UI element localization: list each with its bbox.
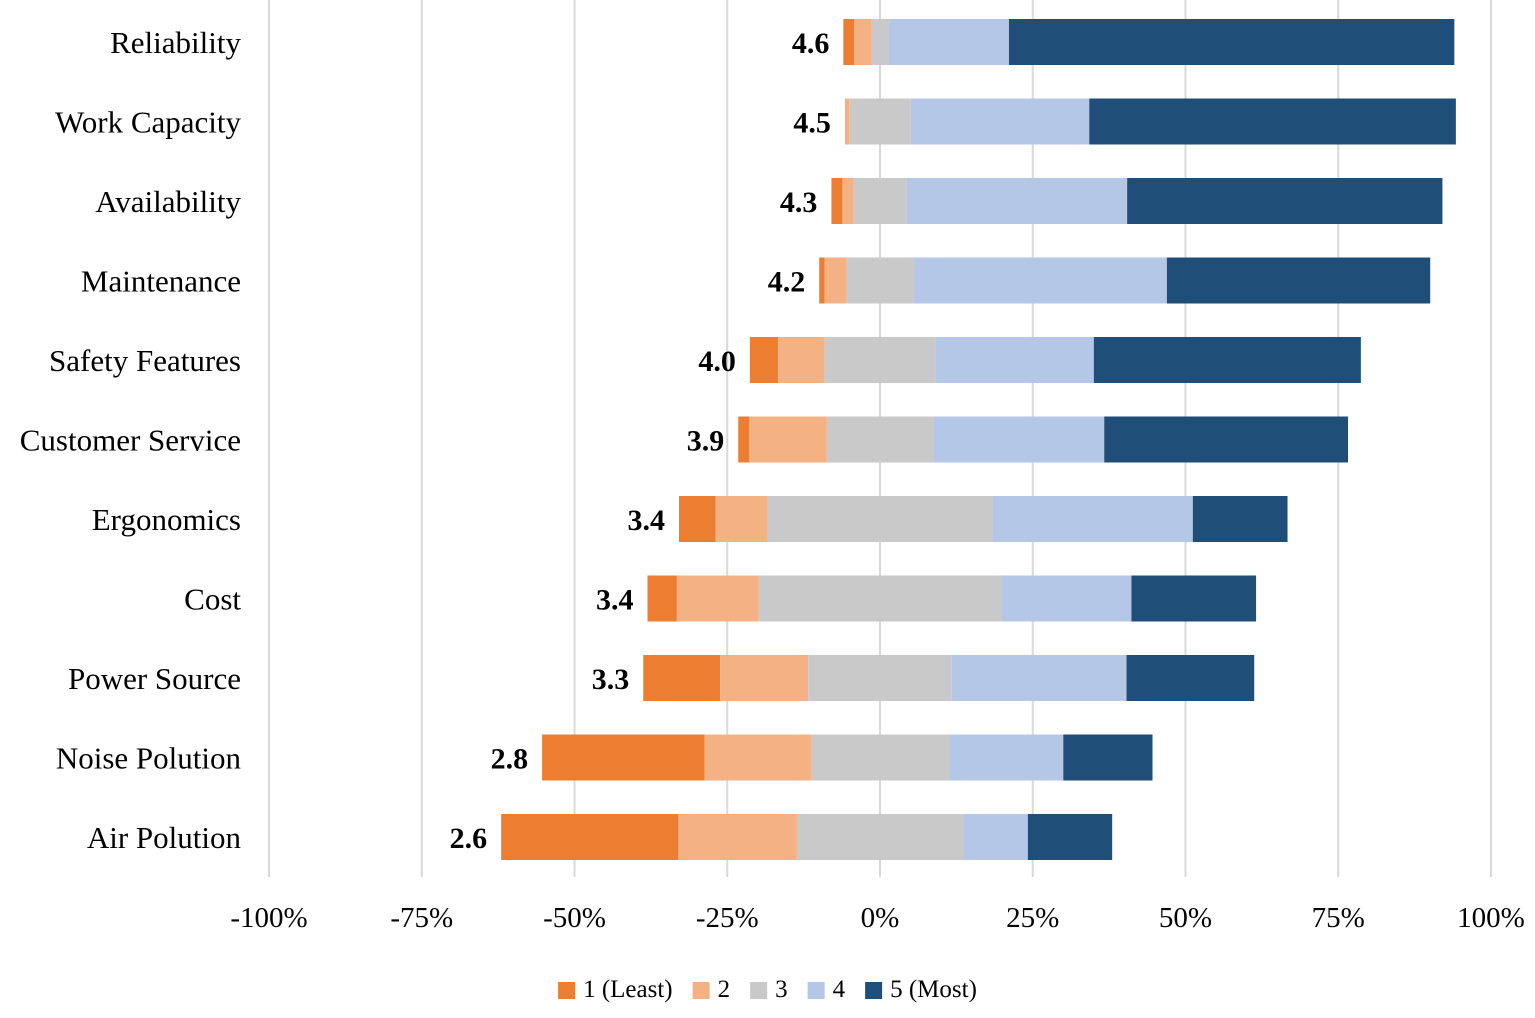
bar-safety-features-1-least <box>749 337 778 383</box>
x-tick-label: 75% <box>1312 902 1365 934</box>
bar-cost-1-least <box>647 575 677 622</box>
bar-air-polution-3 <box>796 814 964 860</box>
bar-power-source-1-least <box>643 655 721 701</box>
bars <box>501 19 1456 860</box>
category-label-availability: Availability <box>95 184 241 219</box>
bar-reliability-1-least <box>843 19 855 65</box>
category-label-cost: Cost <box>184 582 241 617</box>
bar-noise-polution-1-least <box>542 734 705 781</box>
bar-ergonomics-1-least <box>678 496 716 542</box>
bar-customer-service-3 <box>826 416 934 463</box>
bar-ergonomics-4 <box>992 496 1193 542</box>
legend-label-5-most: 5 (Most) <box>890 976 977 1003</box>
bar-availability-4 <box>906 178 1128 224</box>
bar-reliability-3 <box>871 19 889 65</box>
bar-cost-5-most <box>1131 575 1257 622</box>
bar-customer-service-2 <box>749 416 827 463</box>
bar-work-capacity-2 <box>844 98 850 145</box>
bar-power-source-3 <box>808 655 952 701</box>
bar-cost-2 <box>676 575 759 622</box>
category-label-customer-service: Customer Service <box>20 423 241 458</box>
bar-availability-2 <box>842 178 854 224</box>
labels: -100% -75% -50% -25% 0% 25% 50% 75% 100% Reliabil… <box>20 25 1525 934</box>
bar-work-capacity-4 <box>910 98 1090 145</box>
bar-safety-features-5-most <box>1093 337 1361 383</box>
bar-maintenance-4 <box>913 257 1167 304</box>
x-tick-label: -100% <box>230 902 307 934</box>
mean-score-noise-polution: 2.8 <box>491 743 529 776</box>
x-tick-label: -50% <box>543 902 606 934</box>
mean-score-reliability: 4.6 <box>792 27 830 60</box>
bar-availability-1-least <box>831 178 843 224</box>
bar-safety-features-3 <box>824 337 936 383</box>
bar-cost-3 <box>758 575 1002 622</box>
legend-swatch-5-most <box>865 982 883 999</box>
bar-ergonomics-3 <box>767 496 993 542</box>
x-tick-label: 100% <box>1457 902 1525 934</box>
bar-noise-polution-3 <box>810 734 950 781</box>
legend-swatch-2 <box>692 982 710 999</box>
category-label-work-capacity: Work Capacity <box>55 105 242 140</box>
mean-score-availability: 4.3 <box>780 186 818 219</box>
legend: 1 (Least) 2 3 4 5 (Most) <box>558 976 977 1003</box>
bar-safety-features-2 <box>777 337 825 383</box>
bar-air-polution-2 <box>678 814 797 860</box>
legend-swatch-4 <box>807 982 825 999</box>
category-label-ergonomics: Ergonomics <box>92 502 241 537</box>
category-label-power-source: Power Source <box>68 661 241 696</box>
x-tick-label: 0% <box>861 902 900 934</box>
bar-noise-polution-2 <box>704 734 811 781</box>
bar-air-polution-1-least <box>501 814 679 860</box>
bar-ergonomics-5-most <box>1192 496 1288 542</box>
mean-score-ergonomics: 3.4 <box>627 504 665 537</box>
category-label-reliability: Reliability <box>110 25 241 60</box>
bar-power-source-2 <box>720 655 809 701</box>
bar-noise-polution-5-most <box>1063 734 1153 781</box>
bar-noise-polution-4 <box>949 734 1064 781</box>
mean-score-cost: 3.4 <box>596 584 634 617</box>
bar-work-capacity-3 <box>849 98 911 145</box>
bar-air-polution-4 <box>963 814 1028 860</box>
legend-swatch-1-least <box>558 982 576 999</box>
mean-score-power-source: 3.3 <box>592 663 630 696</box>
bar-customer-service-1-least <box>738 416 750 463</box>
bar-maintenance-1-least <box>819 257 825 304</box>
legend-label-4: 4 <box>833 976 846 1003</box>
bar-air-polution-5-most <box>1027 814 1113 860</box>
bar-availability-5-most <box>1127 178 1443 224</box>
mean-score-safety-features: 4.0 <box>698 345 736 378</box>
bar-availability-3 <box>853 178 907 224</box>
bar-maintenance-3 <box>846 257 914 304</box>
bar-reliability-5-most <box>1008 19 1455 65</box>
mean-score-maintenance: 4.2 <box>768 266 806 299</box>
bar-customer-service-5-most <box>1104 416 1349 463</box>
bar-maintenance-5-most <box>1166 257 1431 304</box>
legend-label-1-least: 1 (Least) <box>583 976 673 1003</box>
bar-ergonomics-2 <box>715 496 768 542</box>
bar-reliability-4 <box>888 19 1009 65</box>
category-label-safety-features: Safety Features <box>49 343 241 378</box>
legend-label-3: 3 <box>775 976 788 1003</box>
bar-maintenance-2 <box>824 257 847 304</box>
x-tick-label: -25% <box>696 902 759 934</box>
bar-power-source-4 <box>951 655 1127 701</box>
bar-customer-service-4 <box>933 416 1105 463</box>
x-tick-label: -75% <box>390 902 453 934</box>
legend-swatch-3 <box>750 982 768 999</box>
x-tick-label: 25% <box>1006 902 1059 934</box>
bar-cost-4 <box>1001 575 1132 622</box>
category-label-maintenance: Maintenance <box>81 264 241 299</box>
bar-reliability-2 <box>854 19 872 65</box>
bar-power-source-5-most <box>1126 655 1255 701</box>
mean-score-customer-service: 3.9 <box>687 425 725 458</box>
bar-work-capacity-5-most <box>1089 98 1456 145</box>
category-label-air-polution: Air Polution <box>87 820 242 855</box>
category-label-noise-polution: Noise Polution <box>56 741 242 776</box>
mean-score-work-capacity: 4.5 <box>793 107 831 140</box>
mean-score-air-polution: 2.6 <box>450 822 488 855</box>
bar-safety-features-4 <box>935 337 1094 383</box>
x-tick-label: 50% <box>1159 902 1212 934</box>
legend-label-2: 2 <box>718 976 731 1003</box>
